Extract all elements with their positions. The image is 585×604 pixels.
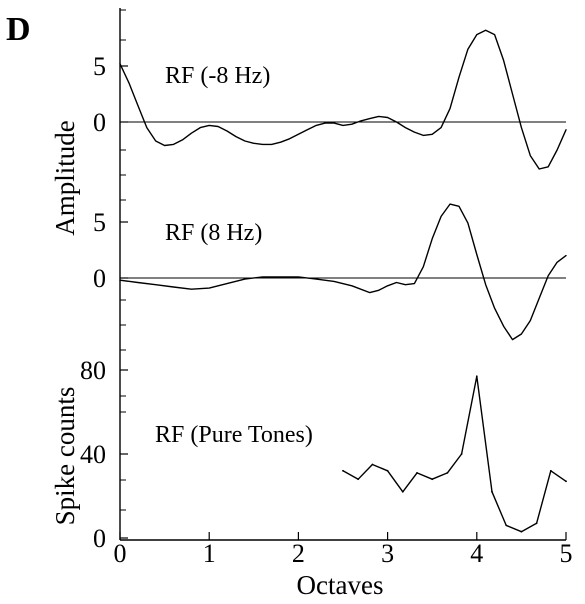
panel-title: RF (-8 Hz) [165,63,270,89]
x-tick-label: 4 [470,539,483,568]
y-tick-label: 5 [93,52,106,81]
chart-panel-1: RF (-8 Hz) 5 0 [93,29,567,170]
x-tick-label: 3 [381,539,394,568]
data-point [520,530,523,533]
data-point [446,472,449,474]
series-line [119,29,567,170]
data-point [386,469,389,472]
data-point [401,490,404,493]
y-tick-label: 5 [93,208,106,237]
data-point [371,463,374,466]
data-point [357,478,360,481]
data-point [565,480,567,483]
panels: RF (-8 Hz) 5 0 RF (8 Hz) 5 0 RF (Pure Tones) 80… [80,29,567,553]
y-tick-label: 80 [80,356,106,385]
data-point [535,522,538,525]
y-tick-label: 0 [93,264,106,293]
x-tick-label: 2 [292,539,305,568]
y-tick-label: 0 [93,524,106,553]
bottom-axis: 0 1 2 3 4 5 [114,532,573,568]
x-tick-label: 1 [203,539,216,568]
x-tick-label: 0 [114,539,127,568]
left-axis [119,8,126,540]
data-point [505,524,508,527]
chart-panel-3: RF (Pure Tones) 80 40 0 [80,356,567,553]
data-point [431,478,434,481]
series-line [119,203,567,341]
data-point [416,472,418,474]
x-axis-title: Octaves [297,570,384,600]
data-point [342,469,344,472]
x-tick-label: 5 [560,539,573,568]
amplitude-axis-title: Amplitude [50,120,80,236]
data-point [475,375,478,378]
y-tick-label: 0 [93,108,106,137]
data-point [491,490,493,493]
y-tick-label: 40 [80,440,106,469]
panel-title: RF (8 Hz) [165,220,262,246]
data-point [549,469,552,472]
chart-panel-2: RF (8 Hz) 5 0 [93,203,567,341]
spike-counts-axis-title: Spike counts [50,387,80,526]
series-line [342,375,567,533]
panel-label: D [6,11,31,48]
data-point [460,453,463,455]
panel-title: RF (Pure Tones) [155,422,313,448]
